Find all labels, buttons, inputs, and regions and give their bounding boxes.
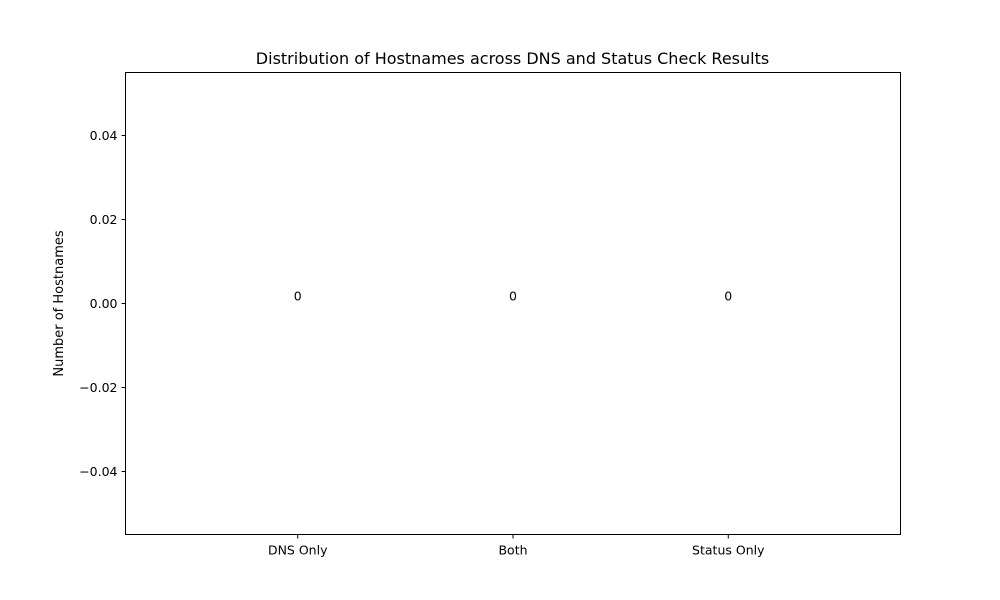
data-labels-group: 0 0 0 (294, 289, 733, 304)
y-tick-label: −0.02 (79, 380, 117, 395)
y-tick-label: 0.02 (90, 212, 118, 227)
y-tick-label: 0.04 (90, 128, 118, 143)
y-tick-label: 0.00 (90, 296, 118, 311)
y-tick-label: −0.04 (79, 464, 117, 479)
bar-data-label: 0 (294, 289, 302, 304)
x-tick-label: Status Only (692, 543, 765, 558)
bar-data-label: 0 (509, 289, 517, 304)
y-axis-ticks: −0.04 −0.02 0.00 0.02 0.04 (79, 128, 126, 479)
x-axis-ticks: DNS Only Both Status Only (268, 534, 765, 558)
bar-data-label: 0 (724, 289, 732, 304)
plot-area-frame (125, 72, 901, 535)
y-axis-label: Number of Hostnames (52, 230, 67, 376)
x-tick-label: DNS Only (268, 543, 328, 558)
x-tick-label: Both (498, 543, 527, 558)
chart-title: Distribution of Hostnames across DNS and… (256, 49, 769, 68)
